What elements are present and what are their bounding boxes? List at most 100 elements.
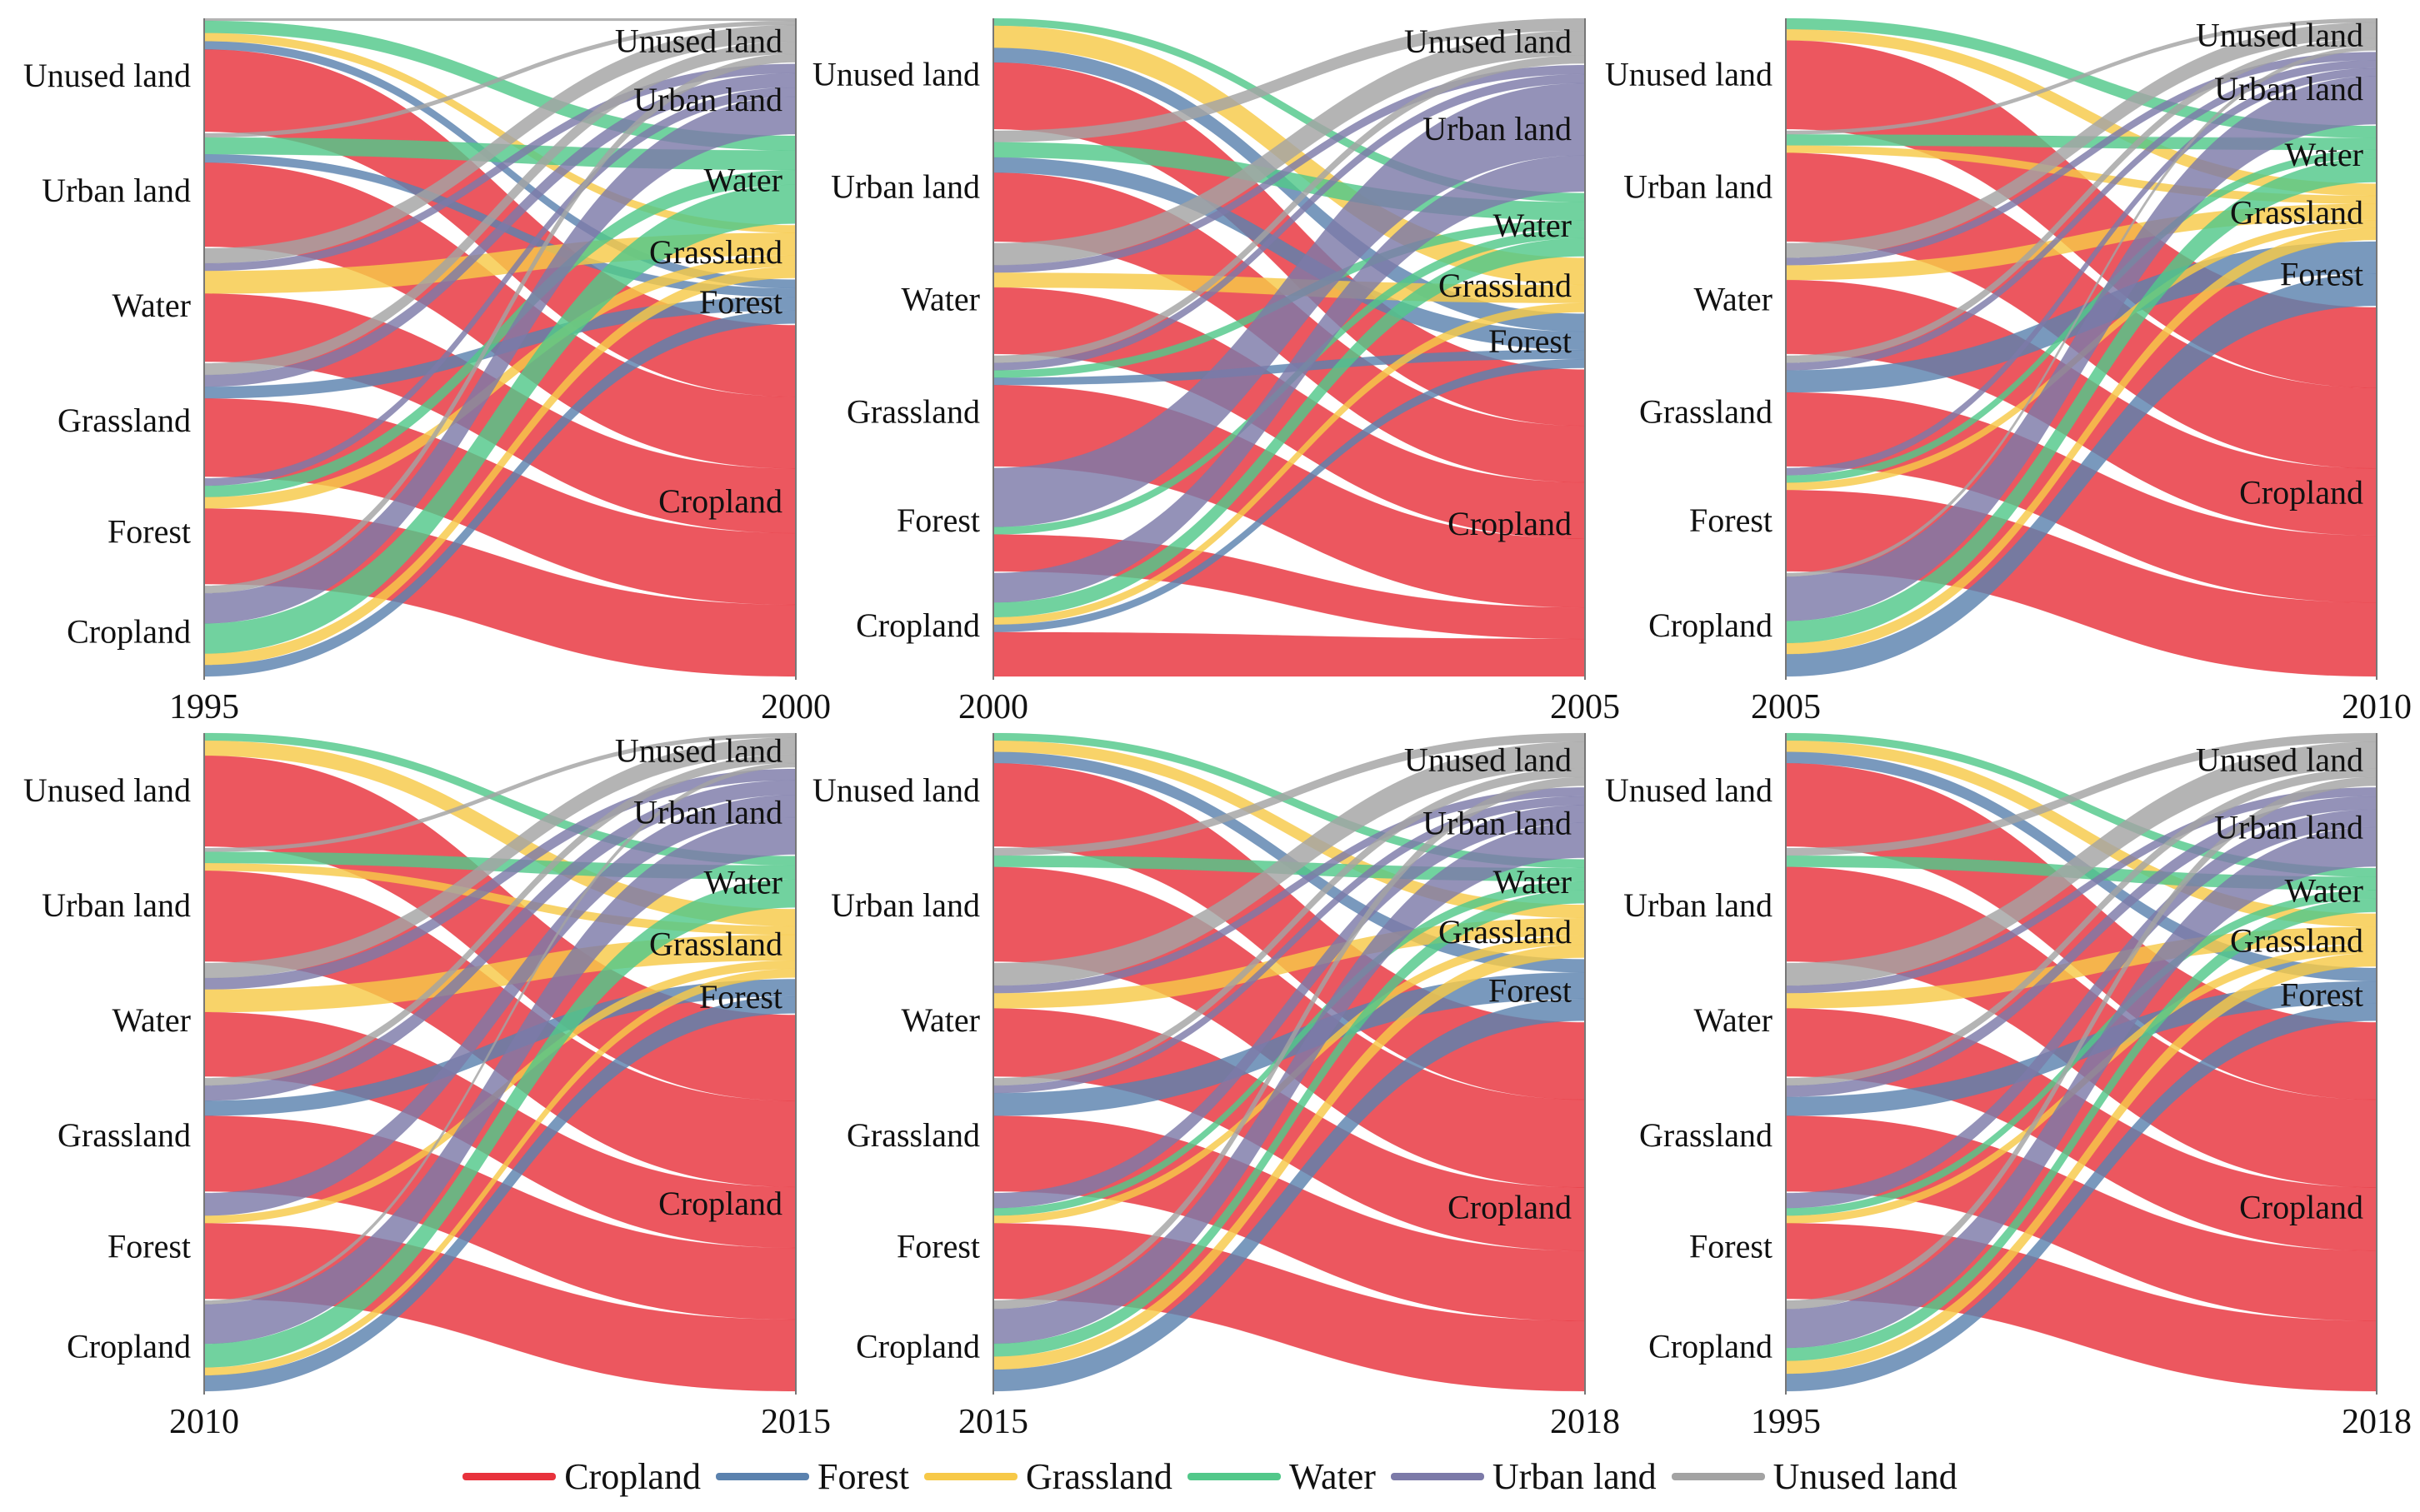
source-label-unused-land: Unused land [1605, 55, 1772, 92]
legend-label: Water [1288, 1455, 1376, 1497]
target-label-forest: Forest [2280, 256, 2363, 293]
target-label-forest: Forest [699, 283, 782, 321]
target-label-urban-land: Urban land [633, 793, 782, 831]
target-label-forest: Forest [1488, 971, 1572, 1009]
source-label-cropland: Cropland [67, 613, 191, 651]
target-label-cropland: Cropland [1448, 1189, 1572, 1226]
year-start-label: 1995 [1751, 1403, 1821, 1441]
flow-cropland-to-cropland [992, 631, 1586, 677]
target-label-unused-land: Unused land [1404, 741, 1572, 779]
source-label-unused-land: Unused land [1605, 771, 1772, 809]
sankey-figure: Unused land Urban land Water Grassland Fores… [23, 16, 2412, 1441]
year-start-label: 2000 [958, 688, 1028, 726]
panel-2000-2005: Unused land Urban land Water Grassland Fores… [812, 17, 1620, 726]
source-label-cropland: Cropland [1648, 1328, 1772, 1365]
target-label-grassland: Grassland [649, 233, 782, 271]
source-label-unused-land: Unused land [812, 771, 980, 809]
target-label-unused-land: Unused land [615, 732, 782, 770]
source-label-forest: Forest [897, 1228, 980, 1265]
legend-swatch [923, 1472, 1018, 1480]
target-label-forest: Forest [2280, 976, 2363, 1014]
panel-2015-2018: Unused land Urban land Water Grassland Fores… [812, 732, 1620, 1441]
legend-item-forest: Forest [715, 1455, 909, 1498]
target-label-water: Water [704, 162, 783, 199]
legend-label: Unused land [1772, 1455, 1958, 1497]
source-label-grassland: Grassland [58, 402, 191, 439]
source-label-forest: Forest [1689, 1228, 1772, 1265]
target-label-cropland: Cropland [658, 1185, 782, 1222]
target-label-urban-land: Urban land [2214, 809, 2363, 846]
legend-label: Forest [817, 1455, 909, 1497]
source-label-unused-land: Unused land [812, 55, 980, 92]
legend-label: Urban land [1492, 1455, 1657, 1497]
target-label-grassland: Grassland [2230, 921, 2363, 959]
target-label-unused-land: Unused land [2196, 16, 2363, 53]
target-label-urban-land: Urban land [2214, 70, 2363, 107]
legend-label: Grassland [1025, 1455, 1172, 1497]
source-label-forest: Forest [108, 513, 191, 551]
source-label-water: Water [112, 287, 192, 324]
panel-1995-2018: Unused land Urban land Water Grassland Fores… [1605, 732, 2412, 1441]
source-label-water: Water [1694, 280, 1773, 317]
legend: Cropland Forest Grassland Water Urban land Un… [0, 1446, 2420, 1506]
target-label-forest: Forest [699, 978, 782, 1015]
source-label-urban-land: Urban land [42, 886, 191, 924]
source-label-forest: Forest [897, 502, 980, 539]
source-label-cropland: Cropland [856, 1328, 980, 1365]
source-label-water: Water [902, 280, 981, 317]
target-label-water: Water [1493, 207, 1572, 244]
target-label-unused-land: Unused land [615, 22, 782, 59]
target-label-cropland: Cropland [2239, 474, 2363, 511]
panel-1995-2000: Unused land Urban land Water Grassland Fores… [23, 17, 831, 726]
source-label-urban-land: Urban land [1623, 886, 1772, 924]
panel-2010-2015: Unused land Urban land Water Grassland Fores… [23, 732, 831, 1441]
target-label-grassland: Grassland [1438, 267, 1572, 304]
year-start-label: 2010 [169, 1403, 239, 1441]
year-start-label: 2005 [1751, 688, 1821, 726]
target-label-cropland: Cropland [1448, 505, 1572, 542]
source-label-forest: Forest [1689, 502, 1772, 539]
legend-swatch [1390, 1472, 1484, 1480]
source-label-grassland: Grassland [847, 1116, 980, 1154]
year-end-label: 2005 [1550, 688, 1620, 726]
target-label-water: Water [2285, 136, 2364, 173]
legend-item-water: Water [1187, 1455, 1376, 1498]
source-label-urban-land: Urban land [1623, 167, 1772, 205]
year-end-label: 2015 [761, 1403, 831, 1441]
source-label-cropland: Cropland [67, 1328, 191, 1365]
target-label-urban-land: Urban land [1422, 804, 1572, 841]
year-start-label: 2015 [958, 1403, 1028, 1441]
target-label-urban-land: Urban land [1422, 110, 1572, 147]
target-label-forest: Forest [1488, 322, 1572, 360]
source-label-urban-land: Urban land [831, 167, 980, 205]
legend-swatch [462, 1472, 557, 1480]
source-label-grassland: Grassland [1639, 392, 1772, 430]
source-label-grassland: Grassland [847, 392, 980, 430]
target-label-cropland: Cropland [2239, 1189, 2363, 1226]
source-label-grassland: Grassland [58, 1116, 191, 1154]
legend-item-unused-land: Unused land [1671, 1455, 1958, 1498]
year-end-label: 2000 [761, 688, 831, 726]
source-label-grassland: Grassland [1639, 1116, 1772, 1154]
source-label-unused-land: Unused land [23, 771, 191, 809]
legend-item-grassland: Grassland [923, 1455, 1172, 1498]
legend-swatch [1187, 1472, 1281, 1480]
target-label-unused-land: Unused land [1404, 22, 1572, 60]
target-label-urban-land: Urban land [633, 81, 782, 118]
flow-unused-land-to-unused-land [203, 17, 797, 22]
source-label-water: Water [112, 1001, 192, 1039]
legend-swatch [1671, 1472, 1765, 1480]
target-label-grassland: Grassland [649, 925, 782, 962]
target-label-water: Water [1493, 863, 1572, 901]
source-label-water: Water [902, 1001, 981, 1039]
target-label-water: Water [2285, 871, 2364, 909]
target-label-grassland: Grassland [2230, 193, 2363, 231]
legend-item-urban-land: Urban land [1390, 1455, 1657, 1498]
source-label-urban-land: Urban land [831, 886, 980, 924]
year-end-label: 2018 [1550, 1403, 1620, 1441]
source-label-urban-land: Urban land [42, 172, 191, 209]
source-label-cropland: Cropland [1648, 606, 1772, 644]
source-label-water: Water [1694, 1001, 1773, 1039]
panel-2005-2010: Unused land Urban land Water Grassland Fores… [1605, 16, 2412, 726]
source-label-cropland: Cropland [856, 606, 980, 644]
